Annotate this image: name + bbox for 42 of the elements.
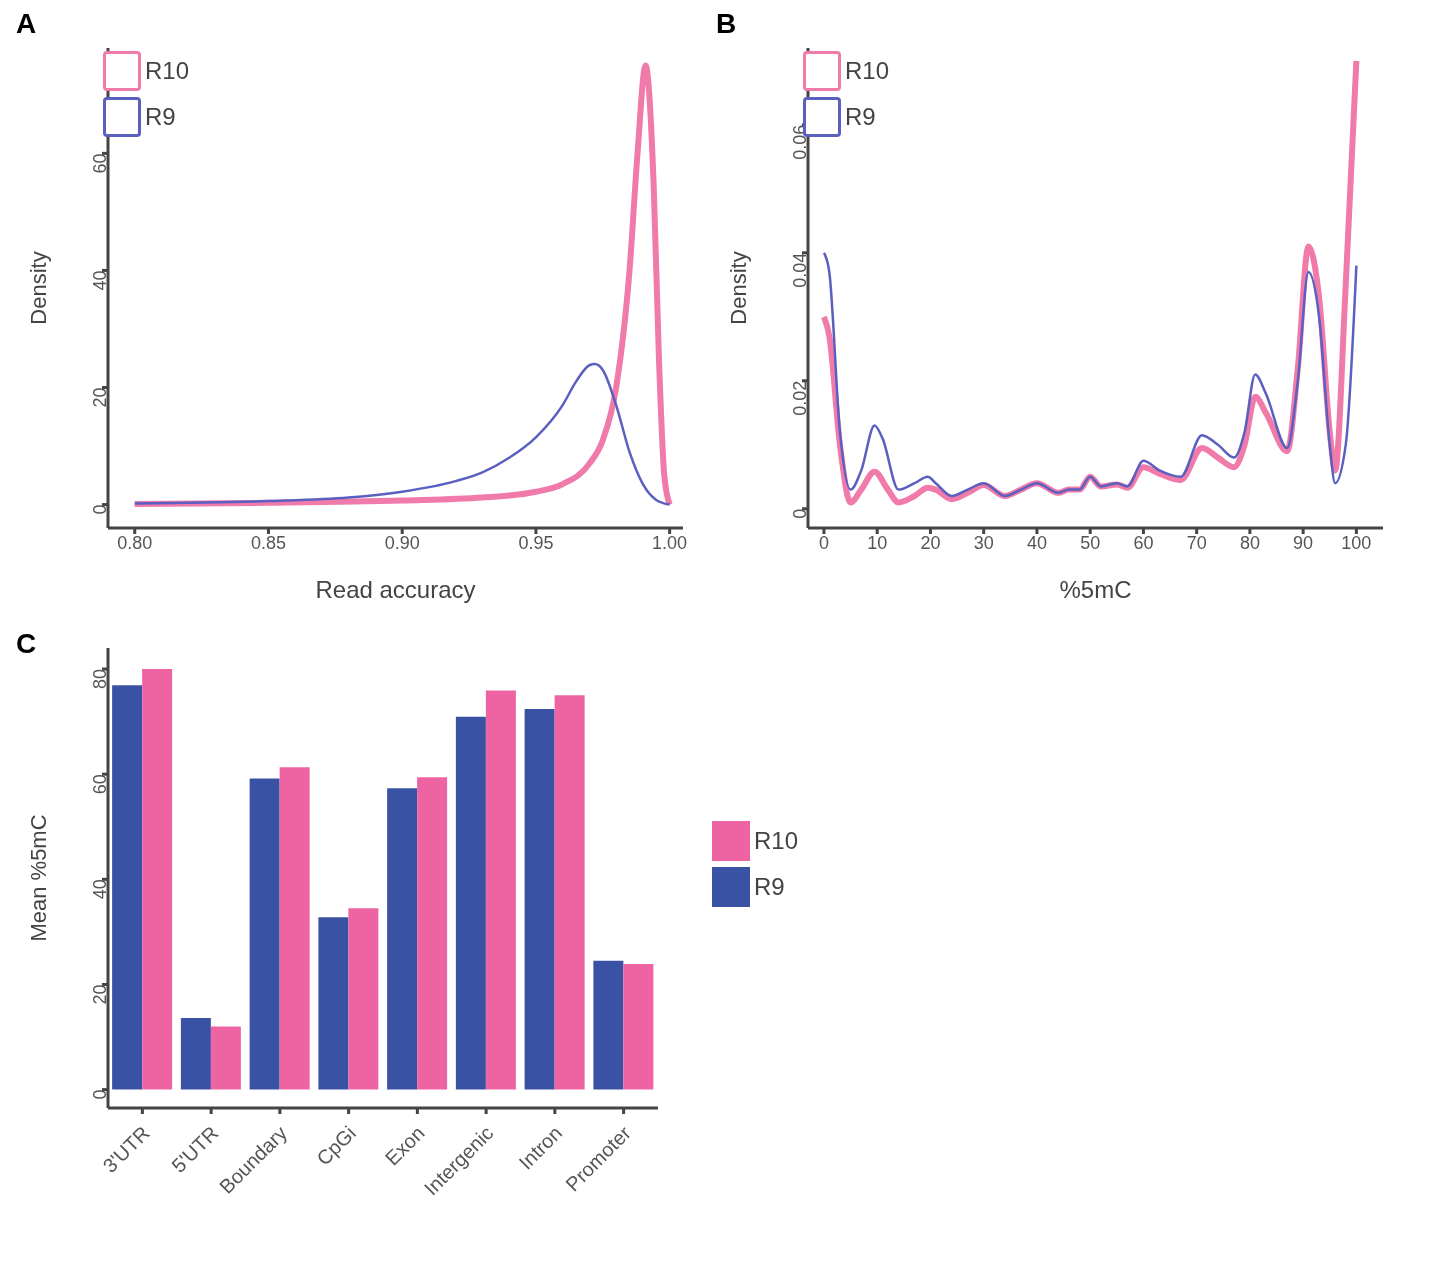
y-tick-label: 40: [90, 270, 111, 291]
x-tick-label: 0.80: [117, 532, 153, 553]
y-tick-label: 60: [90, 153, 111, 174]
y-tick-label: 40: [90, 879, 111, 900]
x-tick-label: 0: [818, 532, 829, 553]
x-tick-label: 40: [1026, 532, 1047, 553]
x-tick-label: 50: [1080, 532, 1101, 553]
x-tick-label: 30: [973, 532, 994, 553]
x-tick-label: 100: [1341, 532, 1372, 553]
x-tick-label: 1.00: [652, 532, 688, 553]
chart-title: C: [16, 628, 37, 660]
x-tick-label: 70: [1186, 532, 1207, 553]
y-axis-title: Density: [25, 251, 51, 325]
legend-label: R9: [845, 103, 876, 131]
y-tick-label: 60: [90, 774, 111, 795]
legend-label: R9: [145, 103, 176, 131]
x-tick-label: 10: [867, 532, 888, 553]
legend-label: R10: [145, 57, 190, 85]
chart-title: A: [16, 8, 37, 40]
chart-title: B: [716, 8, 737, 40]
legend-label: R9: [753, 873, 785, 901]
x-tick-label: 90: [1293, 532, 1314, 553]
x-tick-label: 20: [920, 532, 941, 553]
y-tick-label: 0.04: [790, 252, 811, 288]
y-tick-label: 0: [90, 1089, 111, 1100]
x-tick-label: 0.90: [384, 532, 420, 553]
x-axis-title: Read accuracy: [315, 576, 476, 603]
legend-label: R10: [753, 827, 798, 855]
x-axis-title: %5mC: [1059, 576, 1132, 603]
x-tick-label: 0.95: [518, 532, 554, 553]
legend-label: R10: [845, 57, 890, 85]
y-tick-label: 0: [790, 508, 811, 519]
x-tick-label: 80: [1239, 532, 1260, 553]
y-tick-label: 0.02: [790, 380, 811, 416]
y-tick-label: 0: [90, 504, 111, 515]
x-tick-label: 0.85: [250, 532, 286, 553]
y-axis-title: Mean %5mC: [25, 814, 51, 942]
y-tick-label: 80: [90, 669, 111, 690]
y-tick-label: 20: [90, 984, 111, 1005]
x-tick-label: 60: [1133, 532, 1154, 553]
y-tick-label: 20: [90, 387, 111, 408]
y-axis-title: Density: [725, 251, 751, 325]
